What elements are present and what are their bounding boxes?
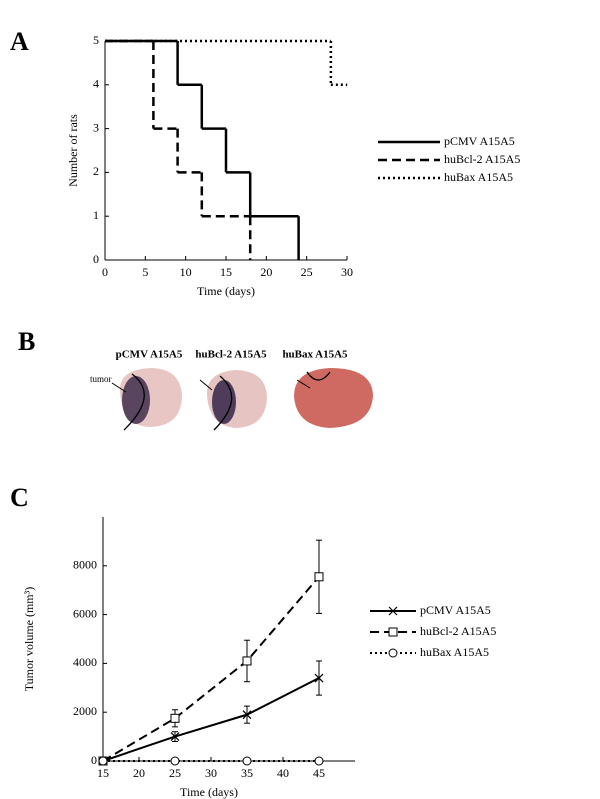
panel-label: C	[10, 483, 29, 512]
x-tick-label: 20	[133, 766, 145, 780]
x-tick-label: 25	[169, 766, 181, 780]
arrow	[111, 382, 127, 393]
marker	[170, 713, 180, 723]
x-tick-label: 15	[97, 766, 109, 780]
y-tick-label: 0	[93, 252, 99, 266]
x-tick-label: 0	[102, 265, 108, 279]
y-tick-label: 6000	[73, 606, 97, 620]
x-tick-label: 10	[180, 265, 192, 279]
histology-title: huBax A15A5	[282, 349, 348, 361]
x-tick-label: 25	[301, 265, 313, 279]
x-axis-label: Time (days)	[180, 785, 238, 799]
marker	[388, 648, 398, 658]
marker	[314, 756, 324, 766]
marker	[314, 572, 324, 582]
legend-label: huBax A15A5	[444, 170, 513, 184]
y-tick-label: 5	[93, 33, 99, 47]
x-tick-label: 35	[241, 766, 253, 780]
y-tick-label: 2	[93, 164, 99, 178]
marker	[242, 710, 252, 720]
series-line	[102, 677, 320, 762]
annotation: tumor	[90, 374, 112, 384]
y-tick-label: 0	[91, 753, 97, 767]
marker	[388, 606, 398, 616]
y-tick-label: 2000	[73, 704, 97, 718]
y-axis-label: Number of rats	[66, 114, 80, 187]
x-tick-label: 30	[205, 766, 217, 780]
x-tick-label: 30	[341, 265, 353, 279]
marker-stroke	[242, 710, 252, 720]
x-tick-label: 20	[260, 265, 272, 279]
marker	[242, 756, 252, 766]
arrow	[199, 379, 213, 391]
marker	[388, 627, 398, 637]
histology: pCMV A15A5 huBcl-2 A15A5 huBax A15A5 tum…	[90, 349, 373, 431]
y-tick-label: 8000	[73, 558, 97, 572]
marker	[170, 732, 180, 742]
x-tick-label: 15	[220, 265, 232, 279]
outline	[123, 373, 145, 431]
panel-label: B	[18, 327, 35, 356]
panel-label: A	[10, 27, 29, 56]
x-axis-label: Time (days)	[197, 284, 255, 298]
outline	[213, 375, 233, 431]
legend-label: pCMV A15A5	[444, 134, 515, 148]
outline	[306, 371, 331, 381]
legend-label: huBcl-2 A15A5	[444, 152, 520, 166]
histology-title: huBcl-2 A15A5	[195, 349, 267, 361]
x-tick-label: 45	[313, 766, 325, 780]
marker	[170, 756, 180, 766]
series-line	[102, 576, 320, 762]
marker-stroke	[388, 606, 398, 616]
y-tick-label: 4000	[73, 655, 97, 669]
arrow	[296, 379, 311, 389]
legend-label: huBax A15A5	[420, 645, 489, 659]
legend-label: pCMV A15A5	[420, 603, 491, 617]
y-tick-label: 4	[93, 77, 99, 91]
marker	[98, 756, 108, 766]
x-tick-label: 5	[142, 265, 148, 279]
legend-label: huBcl-2 A15A5	[420, 624, 496, 638]
y-tick-label: 3	[93, 120, 99, 134]
marker-stroke	[314, 673, 324, 683]
tissue	[294, 368, 373, 428]
marker	[242, 656, 252, 666]
y-axis-label: Tumor volume (mm³)	[22, 587, 36, 692]
x-tick-label: 40	[277, 766, 289, 780]
histology-title: pCMV A15A5	[116, 349, 183, 361]
marker	[314, 673, 324, 683]
marker-stroke	[170, 732, 180, 742]
y-tick-label: 1	[93, 208, 99, 222]
